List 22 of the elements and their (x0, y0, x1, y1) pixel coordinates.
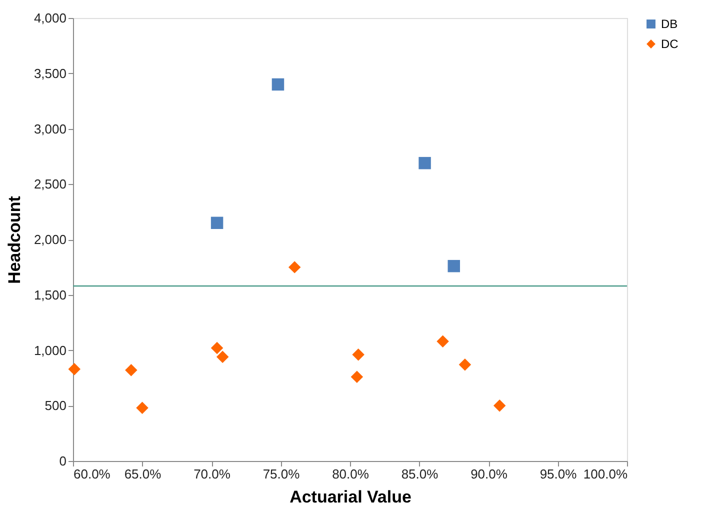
legend-label: DC (661, 37, 679, 51)
x-tick-label: 100.0% (583, 466, 628, 482)
x-tick-label: 85.0% (401, 466, 439, 482)
y-tick-label: 4,000 (34, 10, 66, 26)
x-tick-label: 60.0% (74, 466, 111, 482)
y-axis-title: Headcount (4, 196, 24, 284)
x-tick-label: 70.0% (194, 466, 231, 482)
legend-label: DB (661, 17, 678, 31)
x-axis-title: Actuarial Value (290, 488, 412, 506)
x-tick-label: 90.0% (470, 466, 508, 482)
y-tick-label: 3,000 (34, 121, 66, 136)
y-tick-label: 1,500 (34, 287, 66, 302)
x-tick-label: 65.0% (124, 466, 162, 482)
y-tick-label: 2,000 (34, 232, 66, 247)
x-tick-label: 95.0% (540, 466, 578, 482)
y-tick-label: 1,000 (34, 342, 66, 358)
y-tick-label: 3,500 (34, 66, 66, 81)
x-tick-label: 80.0% (332, 466, 370, 482)
x-tick-label: 75.0% (262, 466, 300, 482)
y-tick-label: 2,500 (34, 176, 66, 192)
y-tick-label: 500 (44, 398, 66, 414)
y-tick-label: 0 (59, 454, 66, 468)
